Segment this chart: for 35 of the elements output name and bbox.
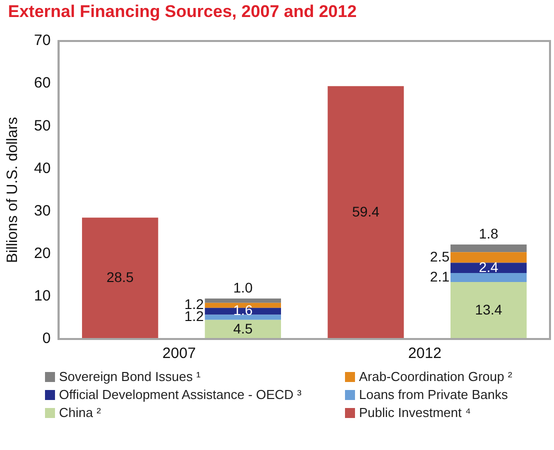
y-tick-label: 50: [34, 117, 51, 134]
y-axis-title: Billions of U.S. dollars: [4, 117, 22, 263]
data-label: 28.5: [106, 269, 134, 286]
y-tick-label: 40: [34, 160, 51, 177]
x-tick-label: 2007: [162, 345, 196, 362]
data-label: 13.4: [474, 301, 502, 318]
data-label: 2.5: [430, 248, 450, 264]
bar: [450, 273, 527, 282]
legend-label: China ²: [59, 405, 101, 420]
y-tick-label: 20: [34, 245, 51, 262]
data-label: 1.0: [233, 279, 253, 296]
bar: [450, 244, 527, 252]
y-tick-label: 60: [34, 74, 51, 92]
bar: [204, 298, 282, 303]
x-tick-label: 2012: [408, 345, 442, 362]
legend-label: Loans from Private Banks: [359, 387, 508, 402]
legend-label: Arab-Coordination Group ²: [359, 369, 512, 384]
legend-label: Sovereign Bond Issues ¹: [59, 369, 201, 384]
legend-label: Public Investment ⁴: [359, 405, 471, 420]
bar: [328, 86, 404, 339]
legend-label: Official Development Assistance - OECD ³: [59, 387, 302, 402]
y-tick-label: 0: [42, 330, 51, 348]
y-tick-label: 70: [34, 32, 51, 50]
y-tick-label: 30: [34, 202, 51, 220]
data-label: 2.4: [478, 258, 499, 275]
chart-title: External Financing Sources, 2007 and 2012: [7, 1, 358, 23]
bar: [450, 252, 527, 263]
data-label: 4.5: [233, 320, 253, 336]
bar: [204, 314, 282, 320]
data-label: 1.8: [478, 225, 499, 242]
data-label: 59.4: [352, 203, 380, 220]
data-label: 2.1: [430, 268, 450, 284]
bar: [450, 282, 527, 339]
bar: [82, 218, 158, 339]
y-tick-label: 10: [34, 288, 51, 305]
